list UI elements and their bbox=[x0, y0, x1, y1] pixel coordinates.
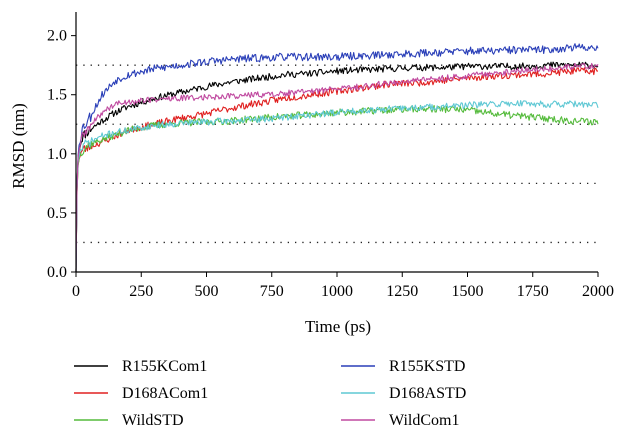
y-tick-label: 0.5 bbox=[47, 205, 67, 222]
legend-label: WildSTD bbox=[122, 412, 184, 429]
y-ticks: 0.0 0.5 1.0 1.5 2.0 bbox=[47, 28, 76, 281]
x-tick-label: 1500 bbox=[452, 283, 484, 300]
legend-item: WildCom1 bbox=[341, 412, 459, 429]
x-tick-label: 250 bbox=[129, 283, 153, 300]
x-tick-label: 1250 bbox=[386, 283, 418, 300]
legend-label: D168ACom1 bbox=[122, 385, 208, 402]
y-tick-label: 2.0 bbox=[47, 28, 67, 45]
legend-label: D168ASTD bbox=[389, 385, 466, 402]
legend-label: R155KSTD bbox=[389, 358, 465, 375]
y-tick-label: 0.0 bbox=[47, 264, 67, 281]
legend-item: D168ACom1 bbox=[74, 385, 208, 402]
legend: R155KCom1 D168ACom1 WildSTD R155KSTD D168AST… bbox=[74, 358, 466, 429]
legend-label: R155KCom1 bbox=[122, 358, 207, 375]
series-lines bbox=[75, 43, 599, 273]
series-line-d168astd bbox=[75, 100, 599, 273]
x-tick-label: 750 bbox=[260, 283, 284, 300]
x-tick-label: 1000 bbox=[321, 283, 353, 300]
y-tick-label: 1.5 bbox=[47, 87, 67, 104]
legend-item: R155KCom1 bbox=[74, 358, 207, 375]
x-tick-label: 2000 bbox=[582, 283, 614, 300]
series-line-wildcom1 bbox=[75, 62, 599, 273]
y-tick-label: 1.0 bbox=[47, 146, 67, 163]
axes bbox=[75, 12, 598, 273]
series-line-r155kstd bbox=[75, 43, 599, 273]
legend-item: D168ASTD bbox=[341, 385, 466, 402]
x-tick-label: 500 bbox=[195, 283, 219, 300]
legend-label: WildCom1 bbox=[389, 412, 459, 429]
legend-item: WildSTD bbox=[74, 412, 184, 429]
series-line-wildstd bbox=[75, 104, 599, 273]
legend-item: R155KSTD bbox=[341, 358, 465, 375]
y-axis-label: RMSD (nm) bbox=[9, 103, 28, 188]
x-tick-label: 1750 bbox=[517, 283, 549, 300]
x-axis-label: Time (ps) bbox=[305, 317, 371, 336]
x-ticks: 0 250 500 750 1000 1250 1500 1750 2000 bbox=[72, 272, 614, 300]
x-tick-label: 0 bbox=[72, 283, 80, 300]
